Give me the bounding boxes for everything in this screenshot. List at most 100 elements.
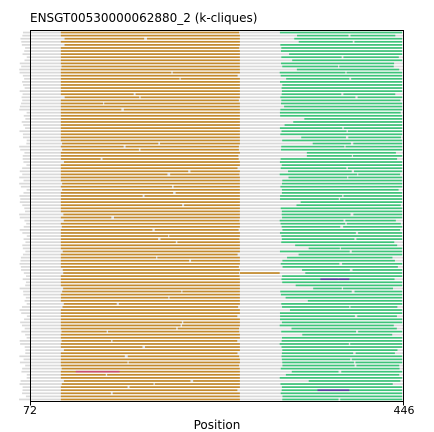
green-segment (286, 77, 350, 80)
chart-title: ENSGT00530000062880_2 (k-cliques) (30, 11, 257, 25)
green-segment (294, 37, 403, 40)
gold-segment (60, 108, 122, 111)
green-segment (280, 383, 393, 385)
x-tick-label-start: 72 (23, 404, 37, 417)
green-segment (282, 259, 395, 262)
green-segment (281, 145, 345, 148)
green-segment (280, 262, 340, 265)
green-segment (280, 222, 346, 225)
green-segment (345, 145, 403, 148)
plot-frame (30, 30, 404, 402)
gold-segment (60, 155, 239, 157)
gold-segment (182, 324, 240, 327)
green-segment (288, 176, 348, 179)
gold-segment (183, 321, 240, 324)
green-segment (282, 139, 402, 142)
gold-segment (60, 114, 240, 117)
gold-segment (154, 229, 239, 231)
green-segment (281, 182, 402, 185)
gold-segment (113, 216, 240, 219)
green-segment (345, 219, 396, 222)
gold-segment (60, 176, 240, 179)
gold-segment (102, 158, 239, 160)
green-segment (346, 222, 401, 225)
gold-segment (60, 173, 168, 176)
gold-segment (147, 37, 240, 40)
gold-segment (60, 118, 240, 120)
green-segment (282, 349, 398, 351)
green-segment (279, 324, 394, 327)
green-segment (284, 124, 403, 126)
gold-segment (125, 145, 239, 148)
green-segment (353, 142, 402, 145)
gold-segment (127, 355, 240, 358)
gold-segment (61, 383, 154, 385)
green-segment (339, 65, 394, 68)
green-segment (305, 272, 403, 274)
gold-segment (60, 56, 240, 59)
green-segment (279, 343, 349, 345)
gold-segment (60, 192, 174, 194)
green-segment (302, 333, 393, 336)
gold-segment (60, 364, 240, 367)
gold-segment (112, 340, 238, 342)
green-segment (351, 358, 403, 361)
gold-segment (60, 71, 172, 74)
green-segment (281, 321, 402, 324)
gold-segment (62, 188, 240, 191)
gold-segment (62, 250, 240, 253)
green-segment (281, 336, 403, 339)
gold-segment (60, 145, 124, 148)
gold-segment (60, 293, 240, 296)
green-segment (282, 84, 403, 86)
gold-segment (154, 383, 240, 385)
green-segment (280, 158, 398, 160)
gold-segment (173, 185, 240, 188)
gold-segment (60, 40, 240, 43)
green-segment (279, 111, 401, 114)
alignment-tracks (19, 31, 404, 401)
gold-segment (107, 373, 240, 376)
green-segment (281, 102, 402, 105)
gold-segment (60, 395, 240, 398)
green-segment (293, 121, 403, 123)
green-segment (353, 213, 402, 216)
gold-segment (61, 340, 112, 342)
green-segment (340, 198, 402, 200)
green-segment (297, 34, 349, 37)
green-segment (280, 44, 403, 46)
gold-segment (190, 170, 240, 173)
green-segment (280, 290, 352, 293)
green-segment (350, 343, 402, 345)
green-segment (282, 281, 402, 284)
green-segment (353, 170, 403, 173)
gold-segment (60, 278, 240, 281)
green-segment (282, 229, 401, 231)
gold-segment (60, 93, 134, 96)
gold-segment (184, 204, 240, 207)
gold-segment (60, 309, 240, 311)
gold-segment (170, 173, 240, 176)
gold-segment (112, 392, 240, 395)
gold-segment (60, 232, 240, 234)
gold-segment (175, 192, 240, 194)
gold-segment (60, 198, 240, 200)
gold-segment (60, 312, 240, 314)
green-segment (348, 167, 402, 170)
gold-segment (118, 303, 240, 305)
green-segment (281, 47, 402, 49)
gold-segment (60, 318, 240, 321)
highlight-purple (317, 389, 350, 392)
gold-segment (60, 398, 240, 401)
green-segment (353, 155, 403, 157)
gold-segment (60, 201, 240, 203)
gold-segment (60, 62, 240, 65)
highlight-gold (239, 272, 280, 274)
green-segment (350, 306, 398, 308)
green-segment (281, 62, 395, 65)
gold-segment (64, 96, 140, 99)
green-segment (295, 244, 398, 247)
gold-segment (169, 296, 240, 299)
gold-segment (144, 195, 240, 197)
green-segment (292, 59, 403, 62)
